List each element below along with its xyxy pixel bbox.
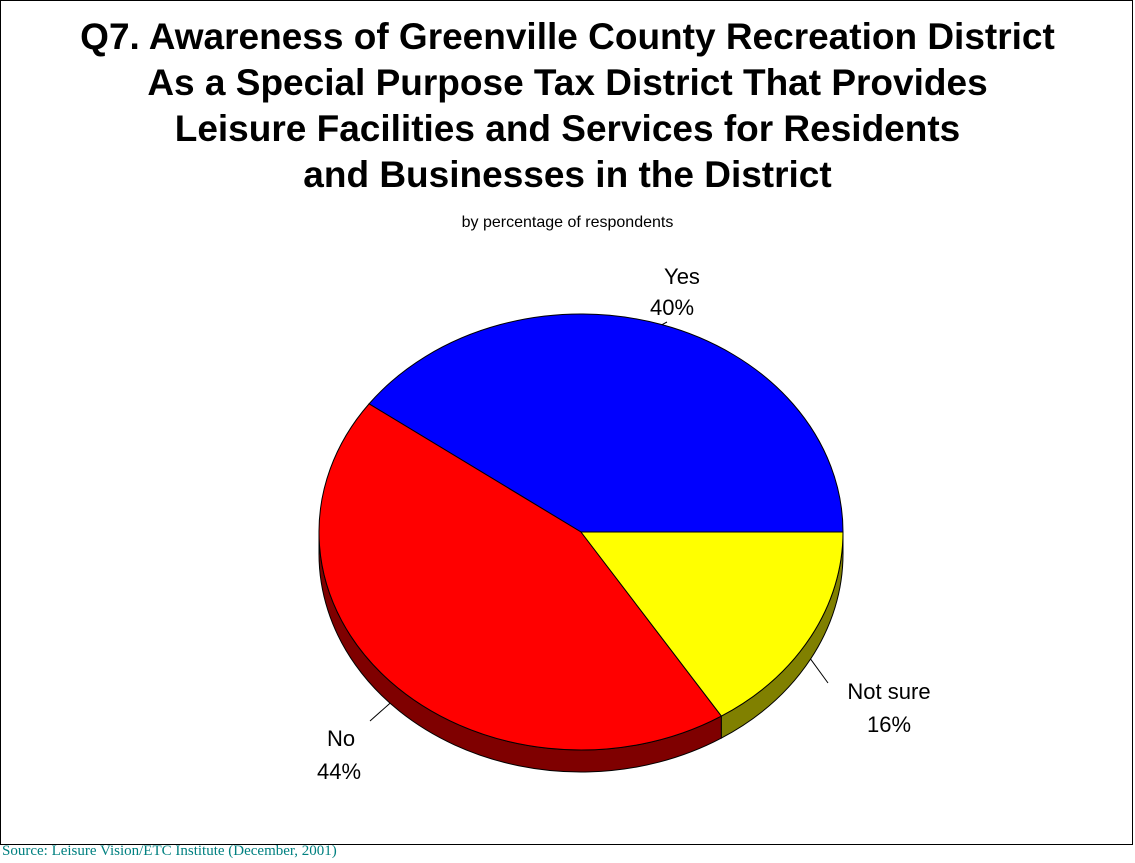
pie-slice-yes [368,313,844,533]
chart-title: Q7. Awareness of Greenville County Recre… [0,14,1135,198]
leader-not-sure [810,658,829,684]
leader-no [369,702,391,722]
label-not-sure-value: 16% [867,712,911,737]
title-line-3: Leisure Facilities and Services for Resi… [174,108,961,149]
pie-slice-no [318,403,723,751]
label-not-sure-name: Not sure [847,679,930,704]
label-yes-value: 40% [650,295,694,320]
leader-lines [369,321,829,722]
title-line-2: As a Special Purpose Tax District That P… [147,62,988,103]
source-note: Source: Leisure Vision/ETC Institute (De… [2,843,337,859]
pie-slice-not-sure [579,531,844,717]
pie-chart: Yes 40% No 44% Not sure 16% [317,264,931,784]
label-no-name: No [327,726,355,751]
label-yes-name: Yes [664,264,700,289]
label-no-value: 44% [317,759,361,784]
leader-yes [661,321,668,326]
title-line-4: and Businesses in the District [303,154,832,195]
pie-slices [318,313,844,751]
title-line-1: Q7. Awareness of Greenville County Recre… [80,16,1055,57]
chart-subtitle: by percentage of respondents [461,214,674,231]
